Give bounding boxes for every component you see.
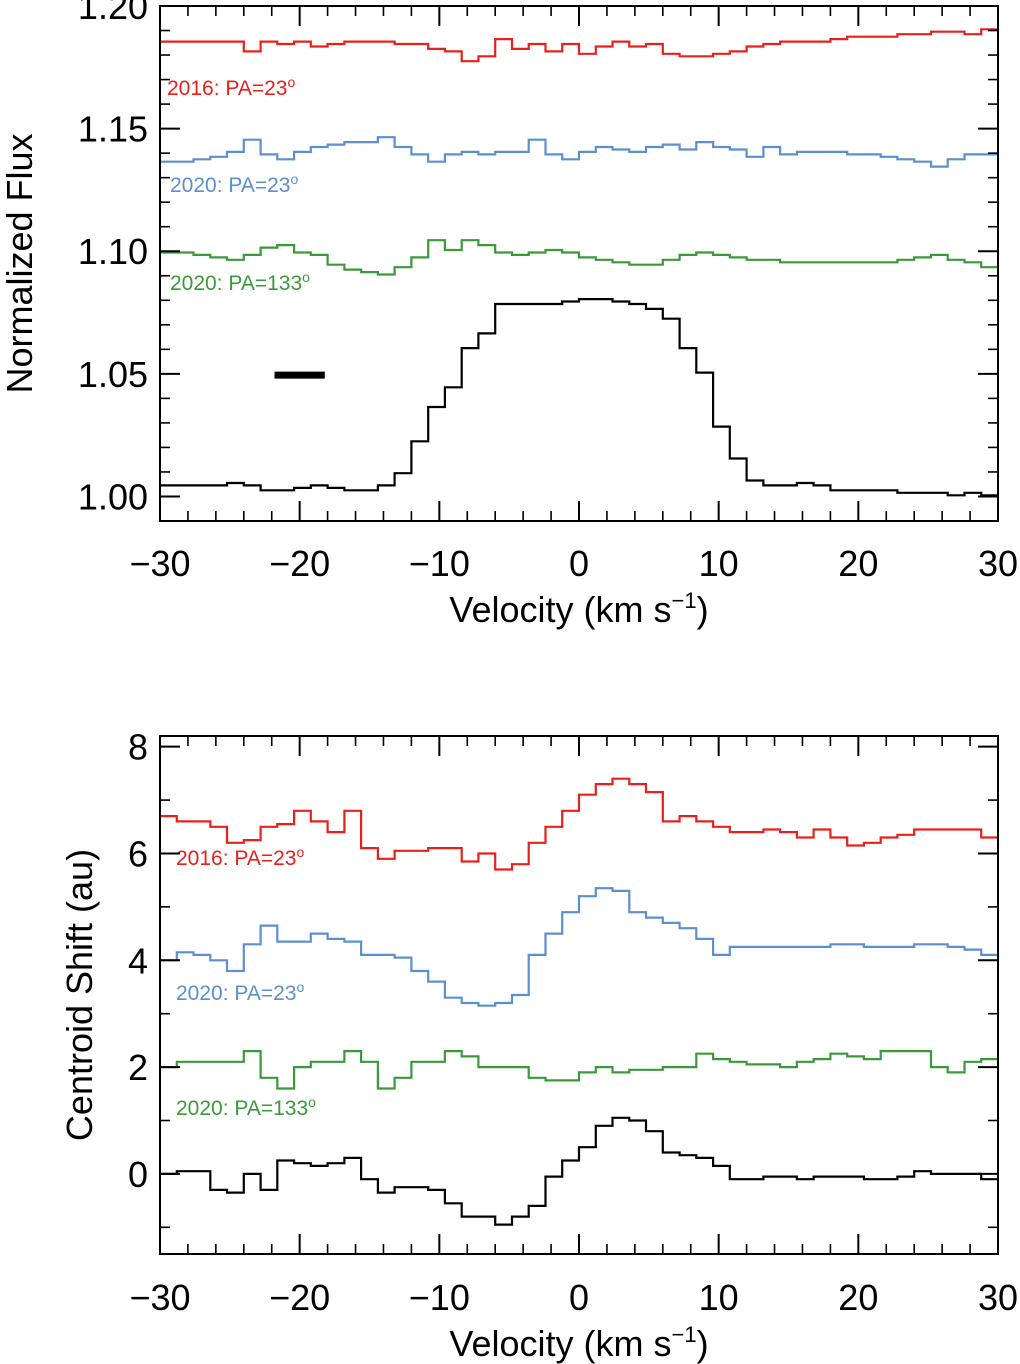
x-axis-label-sup: −1 bbox=[671, 1322, 696, 1347]
x-tick-label: −20 bbox=[269, 1277, 330, 1318]
x-tick-label: 30 bbox=[978, 543, 1018, 584]
x-axis-label-text: Velocity (km s bbox=[449, 589, 671, 630]
y-tick-label: 1.10 bbox=[78, 231, 148, 272]
x-tick-label: 30 bbox=[978, 1277, 1018, 1318]
series-line-2 bbox=[160, 239, 998, 276]
x-tick-label: −30 bbox=[129, 1277, 190, 1318]
degree-sup: o bbox=[290, 171, 298, 187]
x-tick-label: 20 bbox=[838, 1277, 878, 1318]
x-tick-label: −20 bbox=[269, 543, 330, 584]
series-line-3 bbox=[160, 1116, 998, 1226]
centroid-panel: 2016: PA=23o 2020: PA=23o 2020: PA=133o −30… bbox=[59, 727, 1018, 1364]
y-tick-label: 2 bbox=[128, 1047, 148, 1088]
x-axis-label-close: ) bbox=[697, 1323, 709, 1364]
x-axis-label: Velocity (km s−1) bbox=[449, 588, 708, 630]
x-tick-label: −10 bbox=[409, 543, 470, 584]
series-label-1: 2020: PA=23o bbox=[170, 171, 298, 197]
degree-sup: o bbox=[302, 269, 310, 285]
x-tick-label: 20 bbox=[838, 543, 878, 584]
x-tick-label: −30 bbox=[129, 543, 190, 584]
y-tick-label: 0 bbox=[128, 1154, 148, 1195]
x-tick-label: 0 bbox=[569, 1277, 589, 1318]
series-line-3 bbox=[160, 298, 998, 497]
x-axis-label-text: Velocity (km s bbox=[449, 1323, 671, 1364]
x-tick-label: 10 bbox=[699, 543, 739, 584]
x-axis-label-close: ) bbox=[697, 589, 709, 630]
y-tick-label: 6 bbox=[128, 833, 148, 874]
y-axis-label: Normalized Flux bbox=[0, 133, 40, 393]
series-label-0: 2016: PA=23o bbox=[167, 74, 295, 100]
x-tick-label: 10 bbox=[699, 1277, 739, 1318]
y-tick-label: 1.20 bbox=[78, 0, 148, 27]
x-axis-label: Velocity (km s−1) bbox=[449, 1322, 708, 1364]
x-tick-label: −10 bbox=[409, 1277, 470, 1318]
series-label-2: 2020: PA=133o bbox=[170, 269, 310, 295]
series-label-1: 2020: PA=23o bbox=[176, 979, 304, 1005]
degree-sup: o bbox=[308, 1094, 316, 1110]
series-line-2 bbox=[160, 1050, 998, 1090]
series-line-1 bbox=[160, 136, 998, 168]
degree-sup: o bbox=[287, 74, 295, 90]
series-label-0: 2016: PA=23o bbox=[176, 844, 304, 870]
y-tick-label: 1.00 bbox=[78, 476, 148, 517]
y-tick-label: 8 bbox=[128, 727, 148, 768]
series-line-0 bbox=[160, 777, 998, 871]
flux-panel: 2016: PA=23o 2020: PA=23o 2020: PA=133o −30… bbox=[0, 0, 1018, 630]
y-tick-label: 4 bbox=[128, 940, 148, 981]
x-tick-label: 0 bbox=[569, 543, 589, 584]
degree-sup: o bbox=[296, 844, 304, 860]
series-line-1 bbox=[160, 887, 998, 1007]
series-line-0 bbox=[160, 28, 998, 63]
degree-sup: o bbox=[296, 979, 304, 995]
y-tick-label: 1.05 bbox=[78, 354, 148, 395]
y-tick-label: 1.15 bbox=[78, 109, 148, 150]
y-axis-label: Centroid Shift (au) bbox=[59, 849, 100, 1141]
series-label-2: 2020: PA=133o bbox=[176, 1094, 316, 1120]
x-axis-label-sup: −1 bbox=[671, 588, 696, 613]
